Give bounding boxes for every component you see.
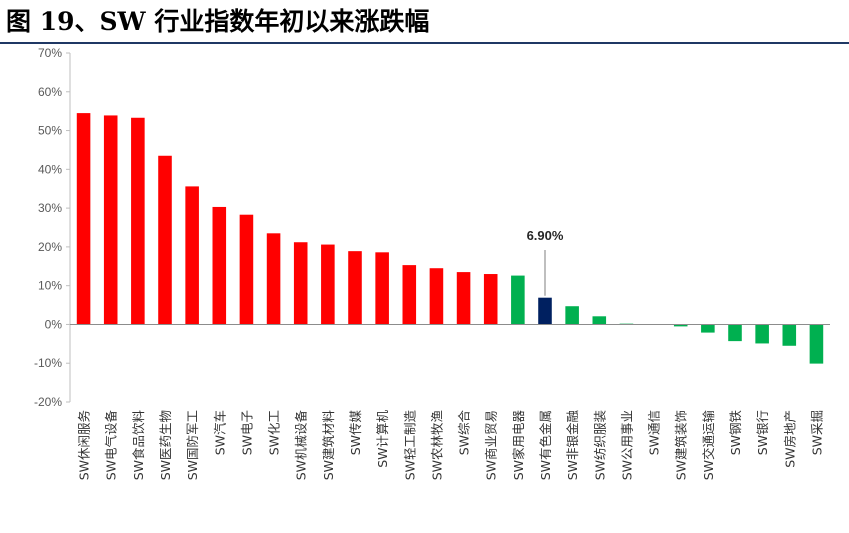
x-tick-label: SW有色金属: [538, 410, 553, 480]
y-tick-label: -20%: [34, 395, 62, 409]
bar: [185, 186, 199, 325]
x-tick-label: SW综合: [457, 410, 472, 456]
bar: [131, 117, 145, 325]
bar: [809, 324, 824, 364]
bar: [483, 274, 498, 325]
bar: [76, 113, 91, 325]
x-tick-label: SW银行: [755, 410, 770, 455]
bar: [266, 233, 281, 325]
x-tick-label: SW休闲服务: [77, 410, 92, 480]
bar: [511, 275, 525, 325]
x-tick-label: SW纺织服装: [592, 410, 607, 480]
y-tick-label: 10%: [38, 279, 62, 293]
x-tick-label: SW传媒: [348, 410, 363, 456]
bar: [782, 324, 797, 346]
x-tick-label: SW计算机: [375, 410, 390, 468]
x-tick-label: SW汽车: [212, 410, 227, 455]
x-tick-label: SW医药生物: [158, 410, 173, 480]
x-axis-labels: SW休闲服务 SW电气设备 SW食品饮料 SW医药生物 SW国防军工 SW汽车 SW电子 SW…: [77, 410, 825, 481]
annotation-label: 6.90%: [527, 228, 564, 243]
x-tick-label: SW采掘: [809, 410, 824, 455]
x-tick-label: SW钢铁: [728, 410, 743, 456]
y-axis: -20% -10% 0% 10% 20% 30% 40% 50% 60% 70%: [34, 46, 71, 409]
x-tick-label: SW通信: [647, 410, 662, 455]
bar: [239, 214, 254, 325]
x-tick-label: SW国防军工: [185, 410, 200, 480]
bar: [701, 324, 715, 333]
bar: [402, 265, 417, 325]
bar: [158, 155, 172, 325]
x-tick-label: SW公用事业: [619, 410, 634, 480]
bar: [212, 206, 227, 325]
y-tick-label: 60%: [38, 85, 62, 99]
y-tick-label: 40%: [38, 162, 62, 176]
x-tick-label: SW农林牧渔: [429, 410, 444, 480]
x-tick-label: SW交通运输: [701, 410, 716, 481]
x-tick-label: SW建筑材料: [321, 410, 336, 481]
y-tick-label: 50%: [38, 124, 62, 138]
bar: [755, 324, 769, 344]
x-tick-label: SW电气设备: [104, 410, 119, 481]
bar: [673, 324, 688, 327]
x-tick-label: SW非银金融: [565, 410, 580, 481]
x-tick-label: SW食品饮料: [131, 410, 146, 481]
x-tick-label: SW家用电器: [511, 410, 526, 481]
bar: [321, 244, 335, 325]
bar: [293, 242, 308, 325]
x-tick-label: SW商业贸易: [484, 410, 499, 480]
bar: [348, 251, 362, 325]
bar: [375, 252, 389, 325]
bar: [429, 268, 444, 325]
bar: [456, 272, 471, 325]
x-tick-label: SW机械设备: [294, 410, 309, 481]
annotation: 6.90%: [527, 228, 564, 296]
bar: [728, 324, 742, 342]
bar: [538, 297, 552, 325]
x-tick-label: SW电子: [239, 410, 254, 455]
figure-title: 图 19、SW 行业指数年初以来涨跌幅: [6, 7, 430, 36]
x-tick-label: SW房地产: [782, 410, 797, 468]
x-tick-label: SW轻工制造: [402, 410, 417, 481]
y-tick-label: 0%: [45, 317, 63, 331]
y-tick-label: -10%: [34, 356, 62, 370]
bar: [565, 306, 579, 325]
x-tick-label: SW建筑装饰: [674, 410, 689, 480]
bar: [592, 316, 607, 325]
bars: [70, 113, 830, 364]
y-tick-label: 70%: [38, 46, 62, 60]
bar: [103, 115, 118, 325]
y-tick-label: 20%: [38, 240, 62, 254]
y-tick-label: 30%: [38, 201, 62, 215]
x-tick-label: SW化工: [267, 410, 282, 455]
title-underline: [0, 42, 849, 44]
